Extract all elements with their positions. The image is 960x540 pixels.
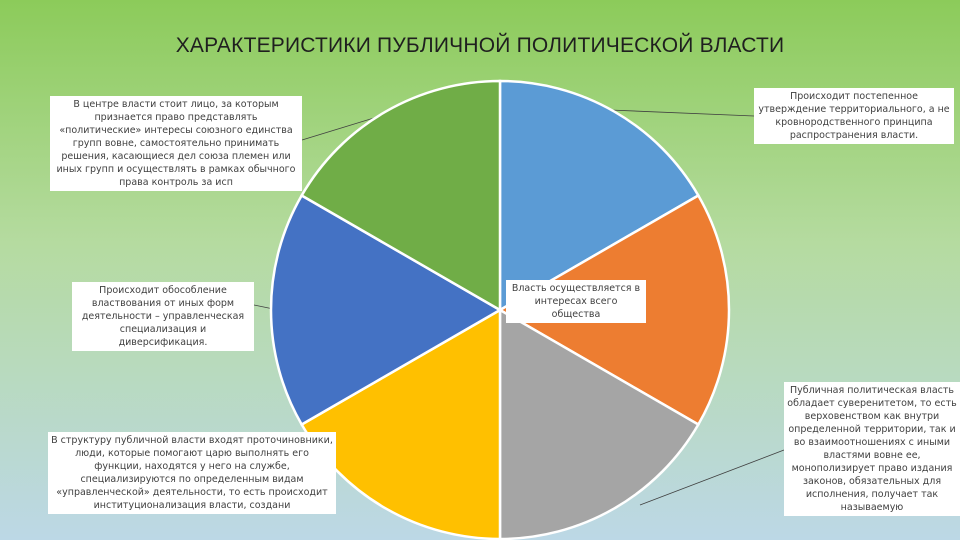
chart-title: ХАРАКТЕРИСТИКИ ПУБЛИЧНОЙ ПОЛИТИЧЕСКОЙ ВЛ… [175, 34, 785, 57]
slice-label-1: Происходит постепенное утверждение терри… [754, 88, 954, 144]
leader-line-2 [639, 449, 785, 506]
pie-slice-3 [498, 307, 701, 540]
slice-label-4: В структуру публичной власти входят прот… [48, 432, 336, 514]
pie-slices [269, 79, 731, 540]
slice-label-6: В центре власти стоит лицо, за которым п… [50, 96, 302, 191]
pie-slice-6 [299, 79, 502, 313]
slice-label-5: Происходит обособление властвования от и… [72, 282, 254, 351]
pie-slice-5 [269, 193, 503, 427]
pie-slice-1 [498, 79, 701, 313]
slice-label-3: Публичная политическая власть обладает с… [784, 382, 960, 516]
leader-line-1 [609, 109, 755, 117]
slice-label-2: Власть осуществляется в интересах всего … [506, 280, 646, 323]
